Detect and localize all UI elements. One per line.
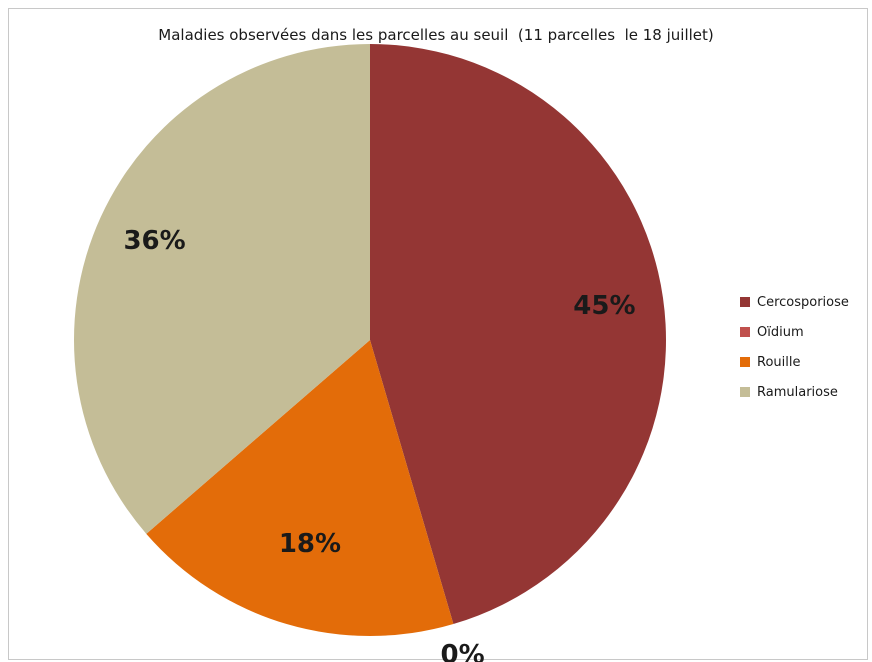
pie-slice-ramulariose bbox=[73, 44, 370, 534]
legend-label: Oïdium bbox=[757, 324, 804, 340]
data-label-ramulariose: 36% bbox=[123, 226, 185, 256]
legend-swatch bbox=[740, 357, 750, 367]
legend-item-oidium: Oïdium bbox=[740, 317, 849, 347]
legend-swatch bbox=[740, 297, 750, 307]
pie-slice-rouille bbox=[146, 340, 454, 636]
legend-swatch bbox=[740, 387, 750, 397]
legend-label: Ramulariose bbox=[757, 384, 838, 400]
legend-label: Rouille bbox=[757, 354, 801, 370]
data-label-cercosporiose: 45% bbox=[573, 291, 635, 321]
legend-label: Cercosporiose bbox=[757, 294, 849, 310]
legend-swatch bbox=[740, 327, 750, 337]
chart-title: Maladies observées dans les parcelles au… bbox=[158, 26, 714, 44]
pie-slice-cercosporiose bbox=[370, 44, 666, 625]
legend-item-rouille: Rouille bbox=[740, 347, 849, 377]
data-label-oi-dium: 0% bbox=[440, 640, 484, 662]
legend-item-cercosporiose: Cercosporiose bbox=[740, 287, 849, 317]
legend-item-ramulariose: Ramulariose bbox=[740, 377, 849, 407]
legend: Cercosporiose Oïdium Rouille Ramulariose bbox=[740, 287, 849, 407]
data-label-rouille: 18% bbox=[279, 529, 341, 559]
